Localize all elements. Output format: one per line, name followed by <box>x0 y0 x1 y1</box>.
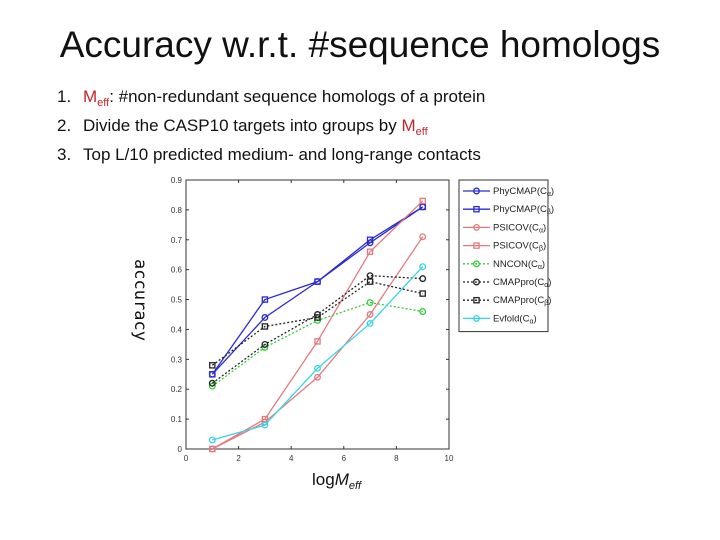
data-point <box>366 320 374 327</box>
data-point <box>419 233 427 241</box>
data-point <box>209 371 216 378</box>
data-point <box>208 436 216 444</box>
series-group <box>208 263 427 444</box>
legend-marker <box>473 187 480 195</box>
data-point <box>419 203 426 211</box>
legend-label: CMAPpro(Cβ) <box>493 295 551 307</box>
x-tick-label: 10 <box>445 454 454 463</box>
legend-marker <box>473 278 480 286</box>
series-group <box>209 278 426 369</box>
x-axis-label-main: log <box>312 470 335 489</box>
legend-label: PhyCMAP(Cβ) <box>493 204 554 216</box>
bullet-text: Top L/10 predicted medium- and long-rang… <box>83 145 481 164</box>
legend-label: PSICOV(Cβ) <box>493 241 546 253</box>
bullet-item: 2. Divide the CASP10 targets into groups … <box>57 111 485 140</box>
x-axis-label-subscript: eff <box>348 480 362 492</box>
bullet-list: 1. Meff: #non-redundant sequence homologs… <box>57 82 485 169</box>
x-axis-label-italic: M <box>334 470 349 489</box>
data-point <box>419 263 427 271</box>
meff-main: M <box>401 116 416 135</box>
data-point <box>209 445 216 453</box>
x-tick-label: 4 <box>289 454 294 463</box>
bullet-number: 2. <box>57 116 72 135</box>
bullet-number: 1. <box>57 87 72 106</box>
legend-box <box>458 179 549 333</box>
data-point <box>419 197 426 205</box>
bullet-number: 3. <box>57 145 72 164</box>
x-axis-label: logMeff <box>312 470 361 492</box>
data-point <box>366 236 374 244</box>
series-line <box>211 200 424 450</box>
meff-main: M <box>83 87 98 106</box>
series-line <box>211 280 423 366</box>
legend-label: NNCON(Cα) <box>493 259 545 271</box>
legend-marker <box>473 223 480 231</box>
legend-label: PhyCMAP(Cα) <box>493 186 554 198</box>
data-point <box>419 308 427 315</box>
data-point <box>419 290 426 297</box>
data-point <box>261 314 269 321</box>
bullet-item: 1. Meff: #non-redundant sequence homologs… <box>57 82 485 111</box>
series-group <box>209 197 426 453</box>
x-tick-label: 8 <box>394 454 399 463</box>
y-tick-label: 0.6 <box>171 266 183 275</box>
legend-marker <box>473 205 480 213</box>
y-tick-label: 0.4 <box>171 325 183 334</box>
legend-label: Evfold(Cα) <box>493 313 537 325</box>
series-group <box>209 203 426 378</box>
data-point <box>314 278 321 285</box>
data-point <box>366 248 374 255</box>
y-tick-label: 0.2 <box>171 385 183 394</box>
data-point <box>261 421 269 429</box>
series-line <box>212 236 424 450</box>
data-point <box>314 314 321 321</box>
y-tick-label: 0.8 <box>171 206 183 215</box>
data-point <box>366 278 374 285</box>
data-point <box>208 379 216 387</box>
data-point <box>208 382 216 390</box>
data-point <box>314 373 321 381</box>
x-tick-label: 0 <box>184 454 189 463</box>
x-tick-label: 2 <box>236 454 241 463</box>
legend-label: CMAPpro(Cα) <box>493 277 551 289</box>
data-point <box>261 340 269 348</box>
data-point <box>314 338 321 345</box>
bullet-item: 3. Top L/10 predicted medium- and long-ra… <box>57 140 485 169</box>
data-point <box>261 323 269 330</box>
y-tick-label: 0.9 <box>171 176 183 185</box>
y-tick-label: 0.3 <box>171 355 183 364</box>
legend-marker <box>473 260 480 268</box>
data-point <box>419 275 427 283</box>
data-point <box>366 311 374 318</box>
slide-title: Accuracy w.r.t. #sequence homologs <box>59 24 661 65</box>
meff-term: Meff <box>83 87 110 109</box>
legend: PhyCMAP(Cα) PhyCMAP(Cβ) PSICOV(Cα) PSICOV(C… <box>458 179 554 333</box>
y-tick-label: 0.5 <box>171 296 183 305</box>
x-tick-label: 6 <box>342 454 347 463</box>
series-line <box>211 206 424 375</box>
plot-area: 0 2 4 6 8 10 0 0.1 0.2 0.3 0.4 0.5 0.6 0.7 0.8 0.9 <box>171 176 454 463</box>
bullet-text: : #non-redundant sequence homologs of a … <box>109 87 486 106</box>
y-axis-label: accuracy <box>130 259 150 341</box>
meff-subscript: eff <box>415 126 428 138</box>
legend-marker <box>473 296 480 304</box>
y-tick-label: 0.7 <box>171 236 183 245</box>
data-point <box>209 362 216 369</box>
y-tick-label: 0 <box>178 445 183 454</box>
meff-term: Meff <box>401 116 428 138</box>
data-point <box>366 299 374 306</box>
legend-marker <box>473 242 480 249</box>
meff-subscript: eff <box>97 97 110 109</box>
legend-marker <box>473 314 480 322</box>
series-line <box>212 266 424 441</box>
legend-label: PSICOV(Cα) <box>493 222 546 234</box>
y-tick-label: 0.1 <box>171 415 183 424</box>
data-point <box>314 364 321 372</box>
series-layer <box>208 197 427 453</box>
bullet-text: Divide the CASP10 targets into groups by <box>83 116 402 135</box>
data-point <box>261 296 269 303</box>
